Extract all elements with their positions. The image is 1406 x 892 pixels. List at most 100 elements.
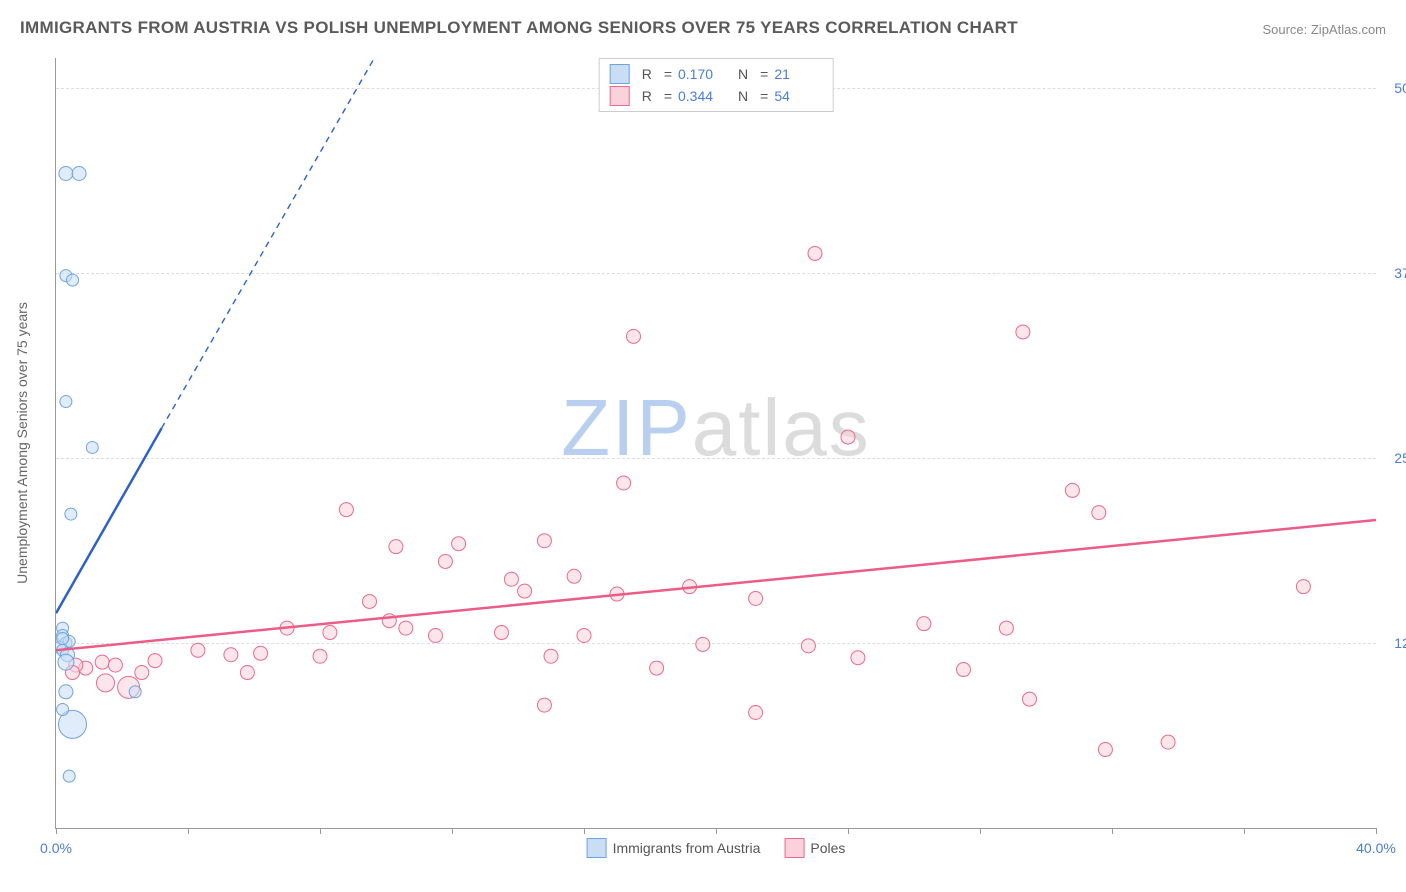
x-tick <box>188 828 189 834</box>
n-label: N <box>738 63 748 85</box>
data-point <box>537 534 551 548</box>
r-value-2: 0.344 <box>678 85 726 107</box>
n-value-2: 54 <box>774 85 822 107</box>
source-attribution: Source: ZipAtlas.com <box>1262 22 1386 37</box>
data-point <box>452 537 466 551</box>
data-point <box>240 666 254 680</box>
data-point <box>1296 580 1310 594</box>
r-value-1: 0.170 <box>678 63 726 85</box>
data-point <box>108 658 122 672</box>
data-point <box>1023 692 1037 706</box>
data-point <box>63 770 75 782</box>
x-tick <box>452 828 453 834</box>
data-point <box>58 654 74 670</box>
x-tick-label: 40.0% <box>1356 840 1396 856</box>
data-point <box>148 654 162 668</box>
data-point <box>389 540 403 554</box>
y-tick-label: 25.0% <box>1384 450 1406 466</box>
data-point <box>323 626 337 640</box>
data-point <box>313 649 327 663</box>
data-point <box>429 629 443 643</box>
data-point <box>504 572 518 586</box>
data-point <box>577 629 591 643</box>
data-point <box>518 584 532 598</box>
stats-legend: R = 0.170 N = 21 R = 0.344 N = 54 <box>599 58 834 112</box>
data-point <box>917 617 931 631</box>
y-tick-label: 50.0% <box>1384 80 1406 96</box>
x-tick <box>716 828 717 834</box>
data-point <box>59 685 73 699</box>
data-point <box>1016 325 1030 339</box>
data-point <box>339 503 353 517</box>
data-point <box>60 396 72 408</box>
data-point <box>749 591 763 605</box>
data-point <box>696 637 710 651</box>
data-point <box>135 666 149 680</box>
swatch-icon <box>610 64 630 84</box>
x-tick <box>56 828 57 834</box>
data-point <box>65 508 77 520</box>
swatch-icon <box>587 838 607 858</box>
x-tick <box>1376 828 1377 834</box>
data-point <box>129 686 141 698</box>
legend-item-1: Immigrants from Austria <box>587 838 761 858</box>
stats-row-series-1: R = 0.170 N = 21 <box>610 63 823 85</box>
legend-label-1: Immigrants from Austria <box>613 840 761 856</box>
data-point <box>59 167 73 181</box>
data-point <box>399 621 413 635</box>
data-point <box>438 554 452 568</box>
data-point <box>801 639 815 653</box>
data-point <box>224 648 238 662</box>
data-point <box>544 649 558 663</box>
legend-label-2: Poles <box>810 840 845 856</box>
plot-area: Unemployment Among Seniors over 75 years… <box>55 58 1376 829</box>
x-tick-label: 0.0% <box>40 840 72 856</box>
x-tick <box>1244 828 1245 834</box>
data-point <box>808 246 822 260</box>
data-point <box>1092 506 1106 520</box>
data-point <box>254 646 268 660</box>
data-point <box>97 674 115 692</box>
trend-line-extrapolated <box>162 58 375 428</box>
data-point <box>567 569 581 583</box>
data-point <box>957 663 971 677</box>
chart-title: IMMIGRANTS FROM AUSTRIA VS POLISH UNEMPL… <box>20 18 1018 38</box>
data-point <box>1098 743 1112 757</box>
swatch-icon <box>610 86 630 106</box>
data-point <box>57 632 69 644</box>
x-tick <box>320 828 321 834</box>
x-tick <box>584 828 585 834</box>
x-tick <box>848 828 849 834</box>
legend-item-2: Poles <box>784 838 845 858</box>
stats-row-series-2: R = 0.344 N = 54 <box>610 85 823 107</box>
data-point <box>191 643 205 657</box>
x-tick <box>980 828 981 834</box>
data-point <box>57 704 69 716</box>
data-point <box>851 651 865 665</box>
data-point <box>627 329 641 343</box>
scatter-chart <box>56 58 1376 828</box>
data-point <box>72 167 86 181</box>
data-point <box>617 476 631 490</box>
data-point <box>841 430 855 444</box>
y-tick-label: 12.5% <box>1384 635 1406 651</box>
data-point <box>86 441 98 453</box>
data-point <box>650 661 664 675</box>
data-point <box>537 698 551 712</box>
data-point <box>1161 735 1175 749</box>
r-label: R <box>642 63 652 85</box>
data-point <box>1065 483 1079 497</box>
y-tick-label: 37.5% <box>1384 265 1406 281</box>
trend-line <box>56 520 1376 650</box>
data-point <box>363 594 377 608</box>
series-legend: Immigrants from Austria Poles <box>587 838 846 858</box>
swatch-icon <box>784 838 804 858</box>
x-tick <box>1112 828 1113 834</box>
trend-line <box>56 428 162 613</box>
data-point <box>67 274 79 286</box>
data-point <box>749 706 763 720</box>
y-axis-title: Unemployment Among Seniors over 75 years <box>14 302 30 584</box>
data-point <box>999 621 1013 635</box>
n-value-1: 21 <box>774 63 822 85</box>
data-point <box>495 626 509 640</box>
